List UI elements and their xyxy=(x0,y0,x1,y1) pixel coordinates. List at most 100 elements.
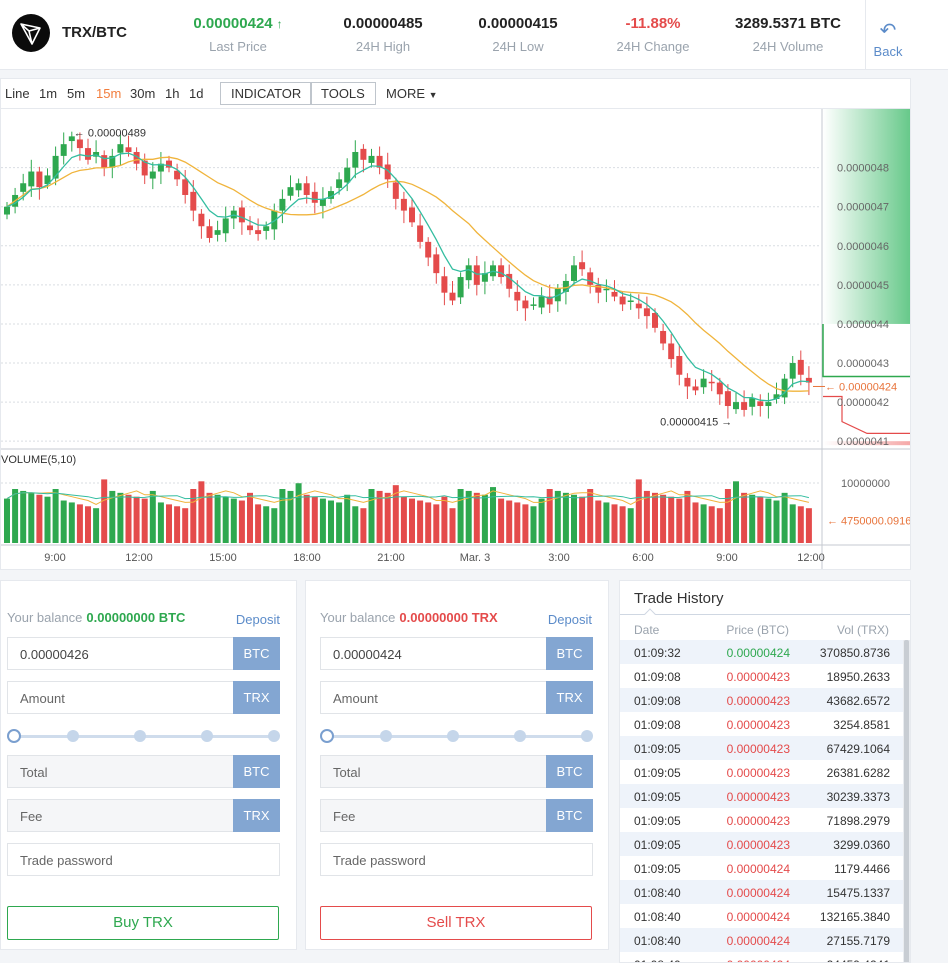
trade-row: 01:08:40 0.00000424 27155.7179 xyxy=(620,928,904,952)
volume-bar-up xyxy=(328,500,334,543)
volume-bar-down xyxy=(757,496,764,543)
volume-bar-down xyxy=(166,504,172,543)
time-tick-label: 12:00 xyxy=(125,552,153,564)
back-button[interactable]: ↶ Back xyxy=(865,0,910,70)
interval-15m[interactable]: 15m xyxy=(96,86,122,101)
interval-30m[interactable]: 30m xyxy=(130,86,156,101)
buy-fee-field: Fee TRX xyxy=(7,799,280,832)
trade-time: 01:09:05 xyxy=(634,862,681,876)
volume-bar-down xyxy=(716,508,723,543)
interval-line[interactable]: Line xyxy=(5,86,30,101)
candle-down xyxy=(384,164,391,180)
candle-down xyxy=(611,291,618,297)
more-menu[interactable]: MORE ▼ xyxy=(386,86,438,101)
price-tick-label: 0.0000048 xyxy=(837,163,889,175)
buy-slider-100[interactable] xyxy=(268,730,280,742)
volume-bar-up xyxy=(530,506,537,543)
candle-down xyxy=(708,381,715,384)
trade-row: 01:09:08 0.00000423 43682.6572 xyxy=(620,688,904,712)
buy-slider-50[interactable] xyxy=(134,730,146,742)
volume-bar-down xyxy=(708,506,715,543)
tools-button[interactable]: TOOLS xyxy=(310,82,376,105)
interval-1d[interactable]: 1d xyxy=(189,86,204,101)
buy-price-unit: BTC xyxy=(233,637,280,670)
volume-bar-down xyxy=(101,479,108,543)
sell-button[interactable]: Sell TRX xyxy=(320,906,592,940)
interval-5m[interactable]: 5m xyxy=(67,86,86,101)
volume-bar-up xyxy=(271,508,278,543)
buy-deposit-link[interactable]: Deposit xyxy=(235,612,280,627)
sell-password-field[interactable]: Trade password xyxy=(320,843,593,876)
sell-slider-75[interactable] xyxy=(514,730,526,742)
sell-deposit-link[interactable]: Deposit xyxy=(547,612,592,627)
volume-bar-down xyxy=(668,496,675,543)
high-stat: 0.00000485 24H High xyxy=(323,15,443,54)
buy-password-placeholder: Trade password xyxy=(20,853,113,868)
buy-balance-value: 0.00000000 BTC xyxy=(86,610,186,625)
buy-slider-handle[interactable] xyxy=(7,729,21,743)
scrollbar-thumb[interactable] xyxy=(904,640,909,962)
candle-down xyxy=(522,300,529,309)
interval-1h[interactable]: 1h xyxy=(165,86,180,101)
sell-slider-handle[interactable] xyxy=(320,729,334,743)
candle-down xyxy=(247,225,253,231)
candle-down xyxy=(101,155,108,168)
candle-down xyxy=(652,313,658,328)
volume-bar-up xyxy=(149,490,156,543)
sell-amount-slider[interactable] xyxy=(320,729,593,743)
candle-down xyxy=(676,355,683,375)
sell-amount-field[interactable]: Amount TRX xyxy=(320,681,593,714)
candle-up xyxy=(481,273,488,282)
change-stat: -11.88% 24H Change xyxy=(593,15,713,54)
price-chart[interactable]: 0.0000048 0.0000047 0.0000046 0.0000045 0.00… xyxy=(1,109,910,569)
buy-slider-25[interactable] xyxy=(67,730,79,742)
buy-price-field[interactable]: 0.00000426 BTC xyxy=(7,637,280,670)
candle-down xyxy=(238,207,245,223)
sell-total-field: Total BTC xyxy=(320,755,593,788)
volume-bar-up xyxy=(93,508,100,543)
ask-depth-line xyxy=(823,395,910,434)
history-scrollbar[interactable] xyxy=(903,640,910,962)
sell-slider-50[interactable] xyxy=(447,730,459,742)
candle-up xyxy=(700,378,707,388)
price-tick-label: 0.0000041 xyxy=(837,436,889,448)
buy-form: Your balance 0.00000000 BTC Deposit 0.000… xyxy=(0,580,297,950)
candle-down xyxy=(619,296,626,305)
volume-bar-up xyxy=(733,481,739,543)
candle-up xyxy=(271,210,278,230)
trade-volume: 3299.0360 xyxy=(833,838,890,852)
candle-down xyxy=(660,330,667,344)
candle-down xyxy=(579,262,586,270)
trade-row: 01:09:32 0.00000424 370850.8736 xyxy=(620,640,904,664)
volume-tick-label: 10000000 xyxy=(841,478,890,490)
sell-slider-25[interactable] xyxy=(380,730,392,742)
buy-amount-field[interactable]: Amount TRX xyxy=(7,681,280,714)
volume-bar-down xyxy=(579,496,586,543)
candle-up xyxy=(20,183,27,192)
volume-bar-down xyxy=(409,498,415,543)
buy-button[interactable]: Buy TRX xyxy=(7,906,279,940)
last-price-label: Last Price xyxy=(209,39,267,54)
indicator-button[interactable]: INDICATOR xyxy=(220,82,313,105)
buy-password-field[interactable]: Trade password xyxy=(7,843,280,876)
volume-bar-down xyxy=(255,504,262,543)
sell-price-field[interactable]: 0.00000424 BTC xyxy=(320,637,593,670)
volume-ma5 xyxy=(6,490,810,505)
candle-down xyxy=(376,155,383,168)
interval-1m[interactable]: 1m xyxy=(39,86,58,101)
candle-down xyxy=(182,179,189,195)
volume-bar-down xyxy=(303,494,310,543)
sell-slider-100[interactable] xyxy=(581,730,593,742)
last-price-tag: ← 0.00000424 xyxy=(825,381,897,393)
candle-up xyxy=(287,187,294,196)
candle-up xyxy=(52,155,59,179)
candle-up xyxy=(562,280,569,292)
buy-slider-75[interactable] xyxy=(201,730,213,742)
col-price: Price (BTC) xyxy=(726,623,789,637)
volume-bar-down xyxy=(611,504,618,543)
volume-bar-down xyxy=(587,489,594,543)
volume-bar-up xyxy=(789,504,796,543)
candle-down xyxy=(506,273,513,289)
trade-volume: 71898.2979 xyxy=(826,814,890,828)
buy-amount-slider[interactable] xyxy=(7,729,280,743)
